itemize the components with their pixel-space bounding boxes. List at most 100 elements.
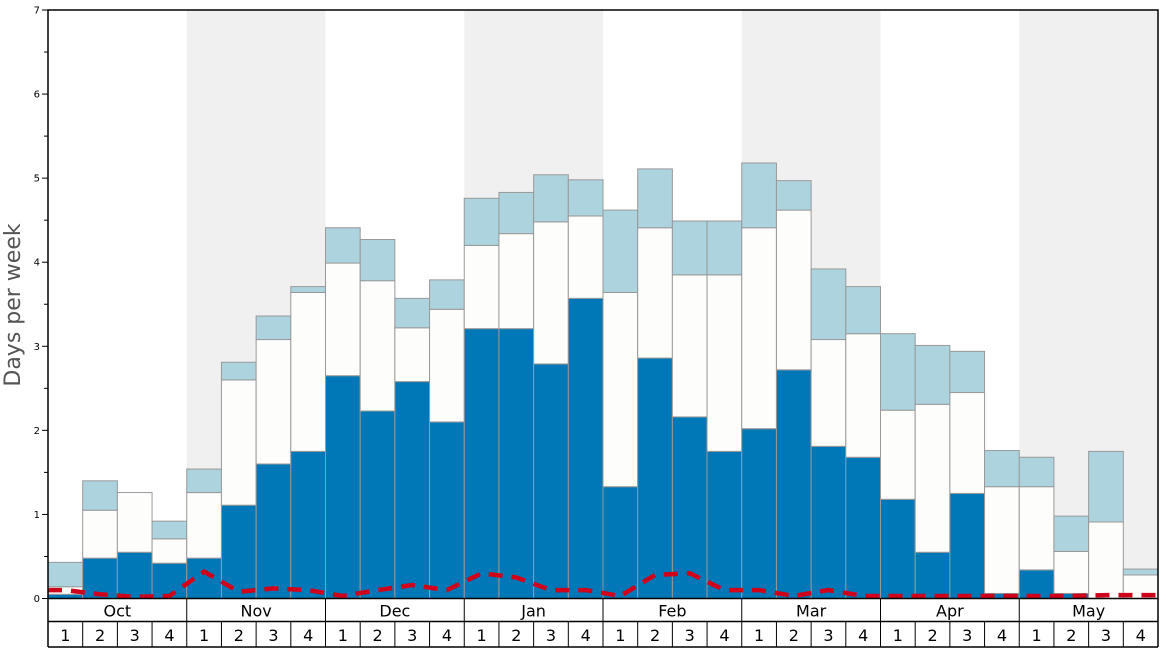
week-label: 3 <box>962 626 972 645</box>
bar-segment-1 <box>949 492 986 599</box>
bar-segment-3 <box>429 279 465 310</box>
week-label: 2 <box>234 626 244 645</box>
bar-segment-2 <box>949 392 986 494</box>
week-label: 3 <box>685 626 695 645</box>
y-tick-label: 1 <box>34 510 40 521</box>
week-label: 4 <box>719 626 729 645</box>
bar-segment-2 <box>533 221 569 365</box>
bar-segment-2 <box>741 227 777 430</box>
bar-segment-2 <box>671 274 708 418</box>
bar-segment-1 <box>498 328 535 599</box>
bar-segment-2 <box>810 339 847 447</box>
bar-segment-1 <box>533 363 569 599</box>
bar-segment-3 <box>914 344 951 405</box>
bar-segment-1 <box>845 456 881 600</box>
bar-segment-1 <box>429 421 465 600</box>
bar-segment-2 <box>116 492 153 553</box>
week-label: 3 <box>546 626 556 645</box>
week-label: 4 <box>997 626 1007 645</box>
bar-segment-1 <box>116 551 153 600</box>
bar-segment-3 <box>325 227 361 264</box>
bar-segment-3 <box>949 350 986 394</box>
y-tick-label: 2 <box>34 426 40 437</box>
bar-segment-2 <box>845 333 881 458</box>
bar-segment-3 <box>567 179 604 217</box>
bar-segment-3 <box>533 174 569 223</box>
week-label: 2 <box>1066 626 1076 645</box>
bar-segment-2 <box>775 209 812 371</box>
bar-segment-2 <box>602 291 639 488</box>
bar-segment-2 <box>325 262 361 377</box>
week-label: 2 <box>927 626 937 645</box>
week-label: 3 <box>130 626 140 645</box>
y-tick-label: 6 <box>34 90 40 101</box>
week-label: 2 <box>650 626 660 645</box>
bar-segment-3 <box>47 561 84 588</box>
week-label: 4 <box>858 626 868 645</box>
bar-segment-2 <box>1088 521 1124 599</box>
bar-segment-1 <box>706 450 743 599</box>
bar-segment-1 <box>810 445 847 599</box>
week-label: 1 <box>477 626 487 645</box>
bar-segment-3 <box>255 315 292 341</box>
bar-segment-3 <box>220 361 257 381</box>
week-label: 2 <box>511 626 521 645</box>
bar-segment-3 <box>394 297 431 329</box>
plot-frame <box>47 9 1159 600</box>
bar-segment-3 <box>463 197 500 246</box>
stacked-bars <box>47 162 1159 600</box>
week-label: 1 <box>60 626 70 645</box>
week-label: 1 <box>754 626 764 645</box>
month-label-nov: Nov <box>241 602 272 621</box>
bar-segment-1 <box>741 428 777 599</box>
bar-segment-2 <box>880 409 916 500</box>
week-label: 4 <box>303 626 313 645</box>
week-label: 2 <box>789 626 799 645</box>
y-tick-label: 5 <box>34 174 40 185</box>
trend-line-group <box>48 568 1158 600</box>
bar-segment-2 <box>914 403 951 553</box>
bar-segment-3 <box>359 239 396 282</box>
week-label: 1 <box>615 626 625 645</box>
bar-segment-1 <box>290 450 326 599</box>
bar-segment-3 <box>671 220 708 276</box>
bar-segment-1 <box>394 381 431 599</box>
trend-line <box>48 568 1158 600</box>
bar-segment-2 <box>498 233 535 330</box>
bar-segment-1 <box>567 297 604 599</box>
y-tick-label: 0 <box>34 594 40 605</box>
month-label-mar: Mar <box>796 602 827 621</box>
week-label: 1 <box>199 626 209 645</box>
bar-segment-3 <box>845 286 881 335</box>
week-label: 4 <box>442 626 452 645</box>
bar-segment-1 <box>914 551 951 600</box>
bar-segment-1 <box>325 375 361 600</box>
month-label-feb: Feb <box>658 602 686 621</box>
y-axis: 0 1 2 3 4 5 6 7 <box>34 6 48 605</box>
bar-segment-3 <box>82 480 118 511</box>
week-label: 1 <box>893 626 903 645</box>
bar-segment-3 <box>775 180 812 211</box>
x-axis: Oct Nov Dec Jan Feb Mar Apr May 1 2 3 4 1 2 3 4 1 2 3 4 1 2 3 4… <box>47 598 1159 648</box>
bar-segment-2 <box>82 509 118 559</box>
bar-segment-3 <box>186 468 222 494</box>
bar-segment-3 <box>984 450 1020 488</box>
week-label: 4 <box>1136 626 1146 645</box>
bar-segment-3 <box>1122 568 1159 576</box>
y-axis-label: Days per week <box>1 223 26 386</box>
y-tick-label: 7 <box>34 6 40 17</box>
week-label: 2 <box>95 626 105 645</box>
bar-segment-2 <box>429 308 465 423</box>
bar-segment-1 <box>151 562 188 600</box>
bar-segment-2 <box>359 280 396 412</box>
y-tick-label: 3 <box>34 342 40 353</box>
bar-segment-1 <box>359 410 396 599</box>
bar-segment-2 <box>706 274 743 452</box>
bar-segment-1 <box>255 463 292 599</box>
week-label: 3 <box>407 626 417 645</box>
bar-segment-2 <box>984 486 1020 594</box>
month-label-may: May <box>1072 602 1105 621</box>
bar-segment-1 <box>775 369 812 599</box>
bar-segment-3 <box>706 220 743 276</box>
bar-segment-3 <box>602 209 639 293</box>
